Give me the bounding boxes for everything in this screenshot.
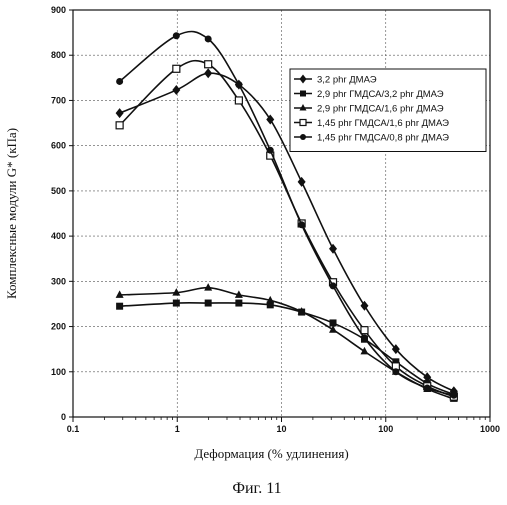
y-tick-label: 300: [51, 276, 66, 286]
data-point: [116, 122, 123, 129]
x-tick-label: 1: [175, 424, 180, 434]
legend-entry: 2,9 phr ГМДСА/3,2 phr ДМАЭ: [317, 89, 444, 100]
y-tick-label: 0: [61, 412, 66, 422]
legend: 3,2 phr ДМАЭ 2,9 phr ГМДСА/3,2 phr ДМАЭ 2,…: [290, 69, 486, 152]
y-tick-label: 900: [51, 5, 66, 15]
data-point: [361, 327, 368, 334]
data-point: [116, 303, 123, 310]
data-point: [424, 385, 431, 392]
y-axis-title: Комплексные модули G* (кПа): [4, 128, 19, 299]
y-tick-label: 500: [51, 186, 66, 196]
data-point: [173, 300, 180, 307]
data-point: [300, 134, 306, 140]
legend-entry: 1,45 phr ГМДСА/1,6 phr ДМАЭ: [317, 118, 449, 129]
x-tick-label: 0.1: [67, 424, 80, 434]
x-tick-label: 10: [276, 424, 286, 434]
data-point: [361, 334, 368, 341]
y-tick-label: 200: [51, 322, 66, 332]
data-point: [300, 91, 306, 97]
legend-entry: 1,45 phr ГМДСА/0,8 phr ДМАЭ: [317, 133, 449, 144]
data-point: [330, 282, 337, 289]
data-point: [392, 368, 399, 375]
data-point: [205, 35, 212, 42]
figure-caption: Фиг. 11: [232, 480, 281, 497]
data-point: [116, 108, 124, 118]
data-point: [205, 61, 212, 68]
y-tick-label: 700: [51, 95, 66, 105]
x-tick-label: 1000: [480, 424, 500, 434]
data-point: [267, 147, 274, 154]
y-tick-label: 600: [51, 141, 66, 151]
data-point: [116, 78, 123, 85]
data-point: [235, 97, 242, 104]
data-point: [298, 221, 305, 228]
series-2: [116, 300, 457, 398]
y-tick-label: 400: [51, 231, 66, 241]
legend-entry: 3,2 phr ДМАЭ: [317, 75, 377, 86]
data-point: [450, 392, 457, 399]
x-axis-title: Деформация (% удлинения): [194, 446, 348, 461]
data-point: [173, 65, 180, 72]
data-point: [205, 300, 212, 307]
data-point: [298, 177, 306, 187]
data-point: [235, 300, 242, 307]
y-tick-label: 100: [51, 367, 66, 377]
data-point: [329, 244, 337, 254]
y-tick-label: 800: [51, 50, 66, 60]
data-point: [173, 32, 180, 39]
legend-entry: 2,9 phr ГМДСА/1,6 phr ДМАЭ: [317, 104, 444, 115]
data-point: [172, 85, 180, 95]
data-point: [300, 120, 306, 126]
x-tick-label: 100: [378, 424, 393, 434]
series-line: [120, 288, 454, 399]
series-3: [116, 283, 458, 402]
data-point: [360, 347, 368, 355]
data-point: [204, 68, 212, 78]
data-point: [235, 81, 242, 88]
series-line: [120, 303, 454, 395]
